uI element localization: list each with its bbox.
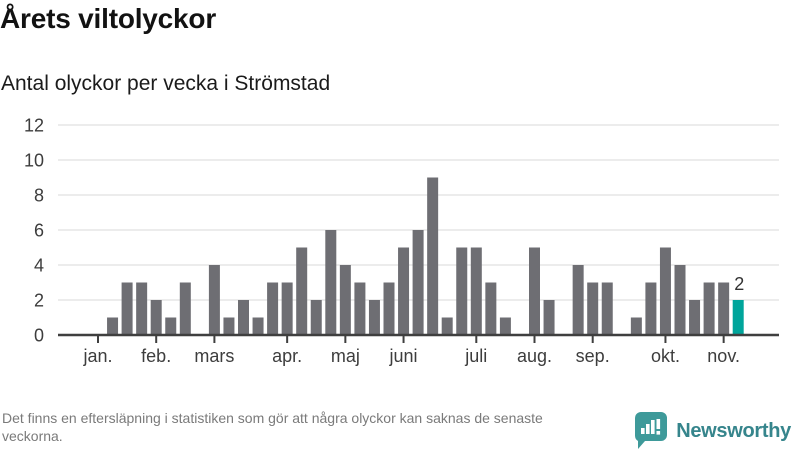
bar <box>470 247 482 335</box>
bar <box>223 317 235 335</box>
bar <box>252 317 264 335</box>
bar <box>499 317 511 335</box>
bar <box>645 282 657 335</box>
bar <box>208 265 220 335</box>
x-axis-month-label: nov. <box>707 346 740 366</box>
bar <box>398 247 410 335</box>
y-axis-label: 6 <box>34 221 44 241</box>
bar <box>121 282 133 335</box>
bar <box>238 300 249 335</box>
highlighted-bar <box>732 300 744 335</box>
bar <box>674 265 686 335</box>
bar <box>572 265 584 335</box>
chart-subtitle: Antal olyckor per vecka i Strömstad <box>1 72 331 95</box>
y-axis-label: 0 <box>34 326 44 346</box>
page-title: Årets viltolyckor <box>0 3 217 34</box>
bar <box>325 230 337 335</box>
bar <box>427 177 439 335</box>
data-label: 2 <box>734 274 744 294</box>
bar <box>703 282 715 335</box>
bar <box>267 282 279 335</box>
y-axis-label: 4 <box>34 256 44 276</box>
bar <box>368 300 380 335</box>
bar <box>150 300 162 335</box>
x-axis-month-label: sep. <box>576 346 610 366</box>
bar <box>136 282 148 335</box>
bar <box>339 265 351 335</box>
bar <box>601 282 613 335</box>
bar <box>456 247 468 335</box>
x-axis-month-label: apr. <box>272 346 302 366</box>
x-axis-month-label: aug. <box>517 346 552 366</box>
bar <box>412 230 424 335</box>
y-axis-label: 8 <box>34 186 44 206</box>
x-axis-month-label: maj <box>331 346 360 366</box>
x-axis-month-label: juli <box>464 346 487 366</box>
bar <box>441 317 453 335</box>
x-axis-month-label: juni <box>389 346 418 366</box>
newsworthy-wordmark: Newsworthy <box>676 419 791 442</box>
bar <box>281 282 293 335</box>
bar <box>630 317 642 335</box>
x-axis-month-label: feb. <box>141 346 171 366</box>
y-axis-label: 10 <box>24 151 44 171</box>
bar <box>659 247 671 335</box>
x-axis-month-label: jan. <box>82 346 112 366</box>
y-axis-label: 12 <box>24 116 44 136</box>
bar <box>529 247 540 335</box>
bar <box>354 282 366 335</box>
newsworthy-icon <box>635 412 668 449</box>
newsworthy-logo: Newsworthy <box>634 412 791 450</box>
bar-chart: 0 2 4 6 8 10 12 jan. feb. mars apr. maj juni juli aug.… <box>24 116 779 366</box>
bar <box>296 247 308 335</box>
bar <box>587 282 599 335</box>
bar <box>689 300 701 335</box>
bar <box>165 317 177 335</box>
x-axis-month-label: okt. <box>651 346 680 366</box>
bar <box>310 300 322 335</box>
bar <box>718 282 730 335</box>
bar <box>179 282 191 335</box>
x-axis-month-label: mars <box>194 346 234 366</box>
bar <box>107 317 119 335</box>
bar <box>543 300 555 335</box>
y-axis-label: 2 <box>34 291 44 311</box>
bar <box>383 282 395 335</box>
footnote: Det finns en eftersläpning i statistiken… <box>2 410 543 444</box>
bar <box>485 282 497 335</box>
